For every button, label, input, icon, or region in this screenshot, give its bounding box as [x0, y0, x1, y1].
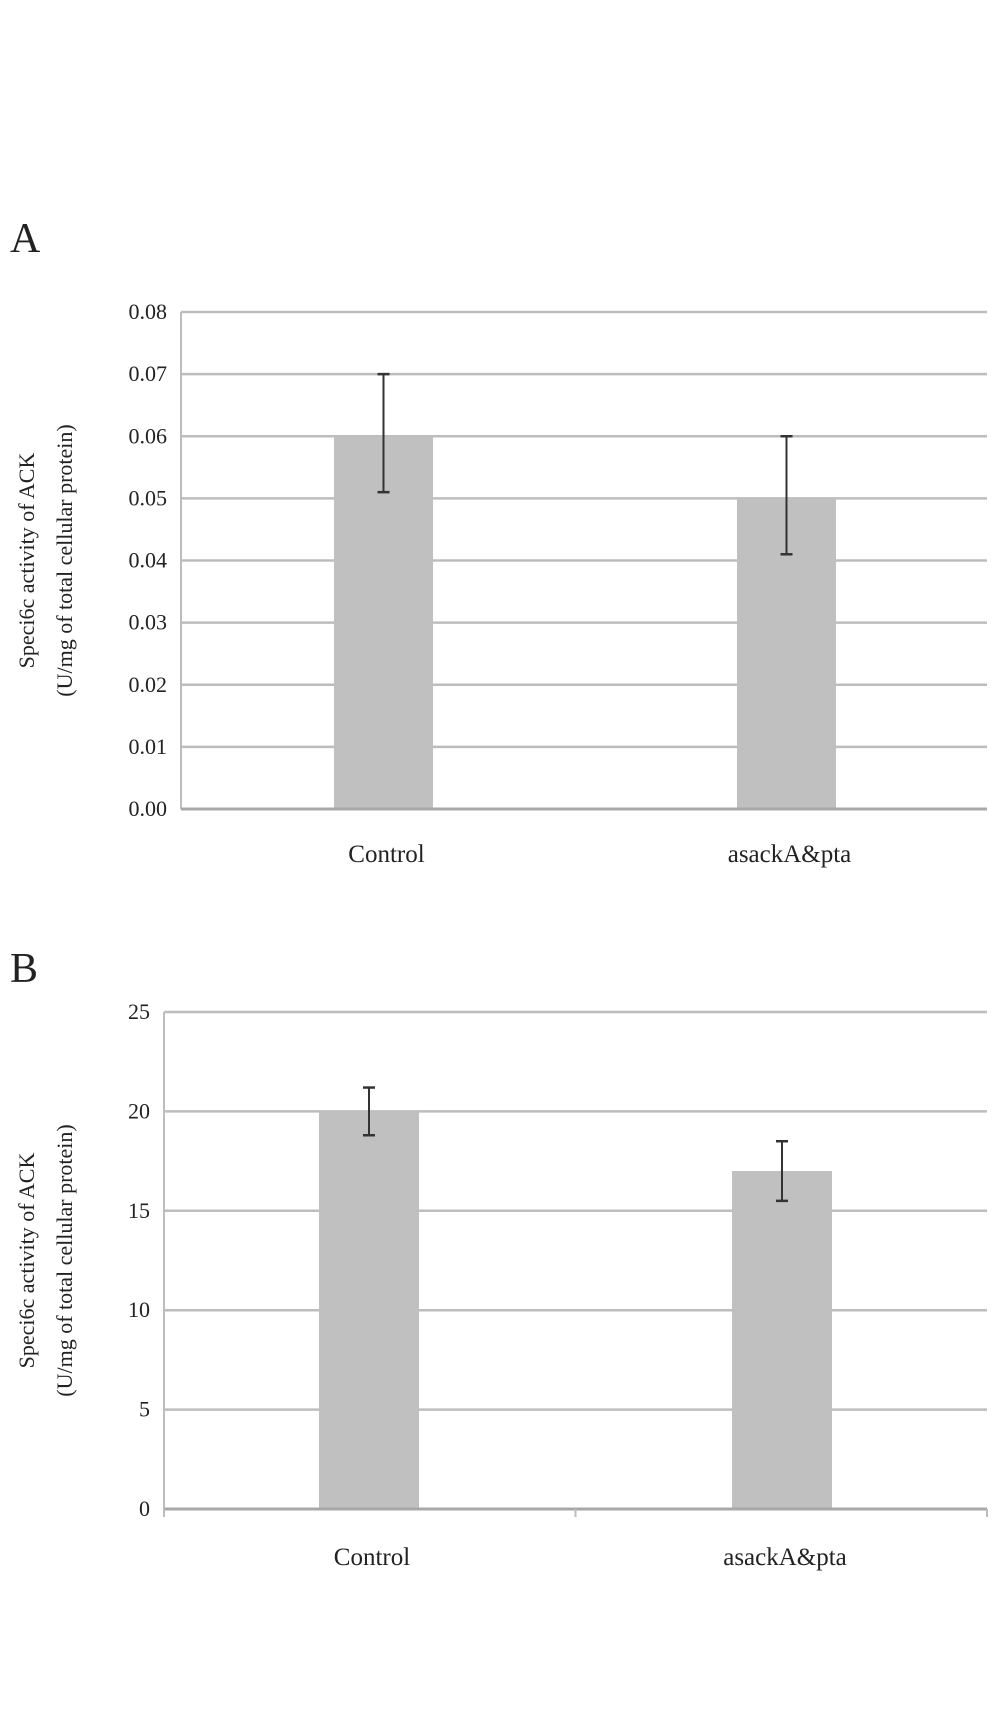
y-tick-label: 0.05 [129, 485, 168, 510]
y-tick-label: 0.02 [129, 672, 168, 697]
y-axis-label: Speci6c activity of ACK [14, 453, 39, 669]
y-tick-label: 15 [128, 1198, 150, 1223]
x-category-label: Control [334, 1544, 410, 1571]
y-tick-label: 0.06 [129, 423, 168, 448]
x-category-label: asackA&pta [728, 841, 852, 868]
y-tick-label: 0.07 [129, 361, 168, 386]
y-tick-label: 0.03 [129, 610, 168, 635]
x-category-label: asackA&pta [723, 1544, 847, 1571]
x-category-label: Control [348, 841, 424, 868]
y-tick-label: 20 [128, 1098, 150, 1123]
y-tick-label: 0.00 [129, 796, 168, 821]
y-tick-label: 0.04 [129, 548, 168, 573]
bar-1 [732, 1171, 832, 1509]
bar-0 [319, 1111, 419, 1509]
y-tick-label: 10 [128, 1297, 150, 1322]
y-axis-label: Speci6c activity of ACK [14, 1153, 39, 1369]
panel-label: A [10, 216, 41, 262]
y-tick-label: 0.01 [129, 734, 168, 759]
y-tick-label: 0.08 [129, 299, 168, 324]
y-axis-label-units: (U/mg of total cellular protein) [52, 424, 77, 696]
panel-label: B [10, 946, 38, 992]
y-tick-label: 25 [128, 999, 150, 1024]
y-axis-label-units: (U/mg of total cellular protein) [52, 1124, 77, 1396]
y-tick-label: 5 [139, 1397, 150, 1422]
y-tick-label: 0 [139, 1496, 150, 1521]
bar-0 [334, 436, 433, 809]
